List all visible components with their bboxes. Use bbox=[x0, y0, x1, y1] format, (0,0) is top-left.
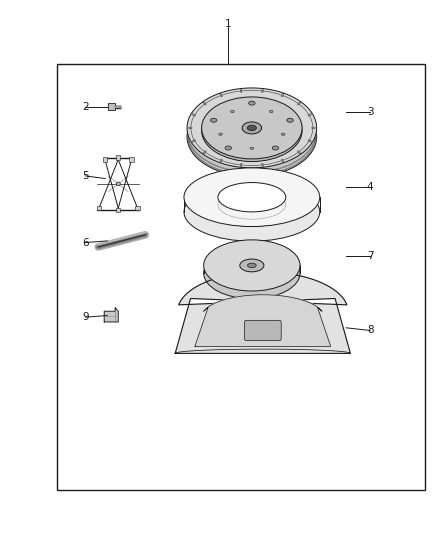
Bar bbox=[116, 155, 120, 160]
Ellipse shape bbox=[201, 97, 302, 159]
Ellipse shape bbox=[297, 151, 300, 154]
Bar bbox=[97, 206, 101, 211]
FancyBboxPatch shape bbox=[244, 320, 281, 341]
Ellipse shape bbox=[192, 140, 196, 142]
Ellipse shape bbox=[282, 159, 284, 163]
Ellipse shape bbox=[218, 197, 286, 227]
Polygon shape bbox=[104, 308, 118, 322]
Ellipse shape bbox=[218, 182, 286, 212]
Ellipse shape bbox=[240, 88, 242, 93]
Ellipse shape bbox=[225, 146, 231, 150]
Ellipse shape bbox=[308, 114, 311, 116]
Ellipse shape bbox=[249, 101, 255, 105]
Ellipse shape bbox=[219, 133, 223, 135]
Bar bbox=[103, 157, 107, 162]
Text: 1: 1 bbox=[224, 19, 231, 29]
Ellipse shape bbox=[297, 102, 300, 105]
Bar bbox=[57, 64, 425, 490]
Ellipse shape bbox=[210, 118, 217, 122]
Ellipse shape bbox=[203, 151, 206, 154]
Polygon shape bbox=[195, 295, 331, 346]
Ellipse shape bbox=[240, 163, 242, 167]
Ellipse shape bbox=[281, 133, 285, 135]
Ellipse shape bbox=[312, 127, 315, 129]
Ellipse shape bbox=[240, 259, 264, 272]
Text: 2: 2 bbox=[82, 102, 89, 111]
Text: 6: 6 bbox=[82, 238, 89, 247]
Text: 9: 9 bbox=[82, 312, 89, 322]
Ellipse shape bbox=[201, 100, 302, 161]
Text: 7: 7 bbox=[367, 251, 374, 261]
Ellipse shape bbox=[187, 96, 317, 177]
Text: 8: 8 bbox=[367, 326, 374, 335]
Bar bbox=[135, 206, 140, 211]
Ellipse shape bbox=[262, 163, 263, 167]
Bar bbox=[108, 103, 115, 110]
Ellipse shape bbox=[247, 125, 256, 131]
Ellipse shape bbox=[242, 122, 261, 134]
Ellipse shape bbox=[220, 159, 222, 163]
Ellipse shape bbox=[192, 114, 196, 116]
Polygon shape bbox=[175, 272, 350, 353]
Ellipse shape bbox=[250, 147, 254, 149]
Ellipse shape bbox=[247, 263, 256, 268]
Text: 4: 4 bbox=[367, 182, 374, 191]
Ellipse shape bbox=[262, 88, 263, 93]
Text: 3: 3 bbox=[367, 107, 374, 117]
Ellipse shape bbox=[204, 240, 300, 291]
Ellipse shape bbox=[184, 168, 320, 227]
Text: 5: 5 bbox=[82, 171, 89, 181]
Ellipse shape bbox=[287, 118, 293, 122]
Bar bbox=[116, 208, 120, 213]
Ellipse shape bbox=[184, 182, 320, 241]
Ellipse shape bbox=[204, 247, 300, 298]
Ellipse shape bbox=[220, 93, 222, 97]
Ellipse shape bbox=[308, 140, 311, 142]
Ellipse shape bbox=[203, 102, 206, 105]
Bar bbox=[130, 157, 134, 162]
Ellipse shape bbox=[231, 110, 234, 112]
Ellipse shape bbox=[269, 110, 273, 112]
Ellipse shape bbox=[188, 127, 192, 129]
Ellipse shape bbox=[116, 182, 120, 185]
Ellipse shape bbox=[187, 88, 317, 168]
Ellipse shape bbox=[272, 146, 279, 150]
Ellipse shape bbox=[282, 93, 284, 97]
